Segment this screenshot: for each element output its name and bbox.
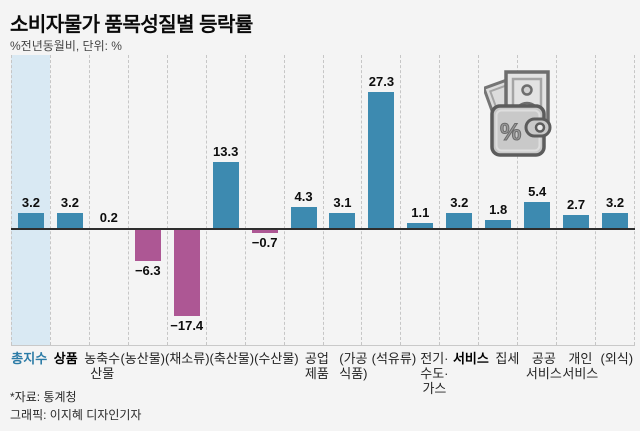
category-label: 총지수 <box>11 351 48 366</box>
bar-value-label: −0.7 <box>251 235 278 250</box>
plot-area: 3.2 3.2 0.2 −6.3 −17.4 13.3 −0.7 4.3 3.1 27.3 1.1 3… <box>11 55 635 346</box>
category-label: 개인 서비스 <box>562 351 599 381</box>
category-label: (채소류) <box>165 351 210 366</box>
chart-title: 소비자물가 품목성질별 등락률 <box>10 14 253 36</box>
bar <box>563 215 590 229</box>
category-axis: 총지수 상품 농축수 산물 (농산물) (채소류) (축산물) (수산물) 공업 제품 (가공 식품)… <box>11 351 635 396</box>
category-label: 공업 제품 <box>304 351 329 381</box>
chart-column: 2.7 <box>556 55 595 345</box>
category-label: 전기· 수도· 가스 <box>420 351 449 396</box>
chart-column: −17.4 <box>166 55 206 345</box>
bar-value-label: 3.2 <box>605 195 625 210</box>
chart-column: 1.8 <box>478 55 517 345</box>
bar-value-label: 2.7 <box>567 197 586 212</box>
chart-column: −0.7 <box>244 55 284 345</box>
credit-note: 그래픽: 이지혜 디자인기자 <box>10 408 142 422</box>
chart-column: 3.2 <box>439 55 478 345</box>
bar-value-label: 3.1 <box>333 195 352 210</box>
chart-column: −6.3 <box>127 55 167 345</box>
bar-value-label: 4.3 <box>294 189 313 204</box>
bar <box>368 92 395 229</box>
bar <box>134 229 161 261</box>
category-label: (석유류) <box>371 351 417 366</box>
bar <box>56 213 83 229</box>
bar <box>407 223 434 229</box>
bar <box>173 229 200 316</box>
svg-text:%: % <box>500 119 521 146</box>
category-label: (외식) <box>600 351 634 366</box>
chart-column: 3.1 <box>322 55 362 345</box>
bar-value-label: 3.2 <box>450 195 469 210</box>
zero-axis-line <box>11 228 635 230</box>
footer: *자료: 통계청 그래픽: 이지혜 디자인기자 <box>10 388 141 424</box>
bar <box>212 162 239 229</box>
bar <box>329 213 356 229</box>
chart-subtitle: %전년동월비, 단위: % <box>10 39 122 53</box>
category-label: 집세 <box>495 351 520 366</box>
bar-value-label: 13.3 <box>213 144 239 159</box>
chart-column: 5.4 <box>517 55 556 345</box>
bar <box>602 213 629 229</box>
category-label: (수산물) <box>254 351 299 366</box>
bar-value-label: 3.2 <box>21 195 41 210</box>
bar <box>485 220 512 229</box>
category-label: 상품 <box>53 351 78 366</box>
chart-column: 27.3 <box>361 55 400 345</box>
chart-column: 3.2 <box>11 55 50 345</box>
category-label: (가공 식품) <box>339 351 368 381</box>
bar-value-label: 3.2 <box>60 195 79 210</box>
bar <box>251 229 278 233</box>
wallet-money-icon: % <box>481 69 558 162</box>
category-label: 서비스 <box>452 351 489 366</box>
category-label: (농산물) <box>120 351 165 366</box>
chart-column: 3.2 <box>595 55 635 345</box>
category-label: 농축수 산물 <box>84 351 121 381</box>
chart-column: 3.2 <box>49 55 89 345</box>
bar <box>17 213 44 229</box>
category-label: (축산물) <box>209 351 255 366</box>
category-label: 공공 서비스 <box>525 351 562 381</box>
bar-value-label: 27.3 <box>368 74 395 89</box>
chart-column: 1.1 <box>400 55 439 345</box>
bar-value-label: 0.2 <box>99 210 118 225</box>
chart-column: 0.2 <box>88 55 128 345</box>
bar <box>446 213 473 229</box>
bar-value-label: 1.1 <box>411 205 430 220</box>
chart-column: 13.3 <box>205 55 245 345</box>
bar-value-label: 1.8 <box>489 202 508 217</box>
bar-value-label: 5.4 <box>528 184 547 199</box>
chart-column: 4.3 <box>283 55 323 345</box>
bar <box>290 207 317 229</box>
bar-value-label: −6.3 <box>134 263 161 278</box>
bar-value-label: −17.4 <box>170 318 204 333</box>
bar <box>524 202 551 229</box>
source-note: *자료: 통계청 <box>10 390 77 404</box>
